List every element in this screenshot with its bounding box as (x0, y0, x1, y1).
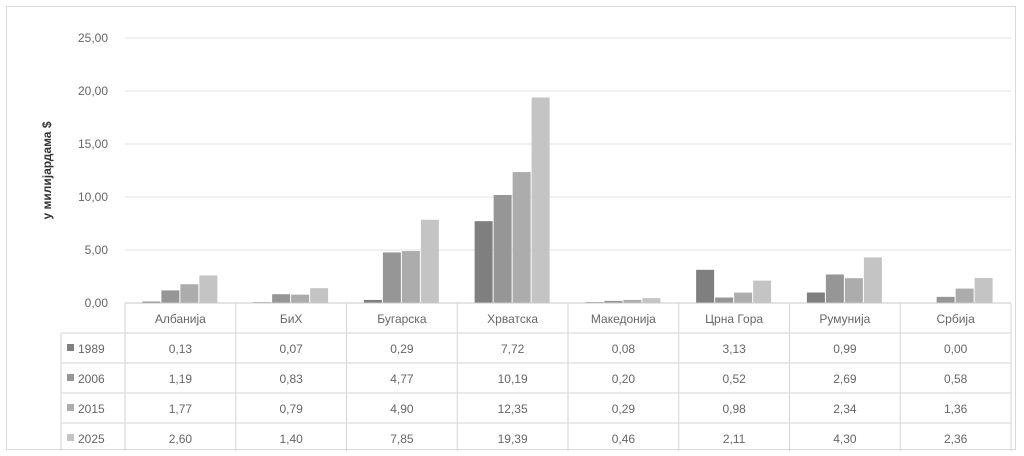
data-table-value: 0,99 (833, 342, 857, 356)
data-table-value: 0,83 (279, 372, 303, 386)
bar (180, 284, 199, 303)
bar (642, 298, 661, 303)
category-label: Хрватска (487, 312, 538, 326)
bar (825, 274, 844, 303)
bar (844, 278, 863, 303)
bar (512, 172, 531, 303)
legend-key (67, 344, 74, 351)
legend-series-name: 2015 (78, 402, 105, 416)
y-tick-label: 5,00 (85, 243, 109, 257)
data-table-value: 2,11 (723, 432, 746, 446)
data-table-value: 7,85 (390, 432, 414, 446)
data-table-value: 0,29 (612, 402, 636, 416)
bar (936, 296, 955, 303)
bar (493, 194, 512, 303)
y-tick-label: 20,00 (78, 84, 108, 98)
data-table-value: 10,19 (498, 372, 528, 386)
data-table-value: 0,79 (279, 402, 303, 416)
bar (955, 288, 974, 303)
category-label: Албанија (155, 312, 206, 326)
bar (734, 292, 753, 303)
bar (363, 299, 382, 303)
data-table-value: 19,39 (498, 432, 528, 446)
legend-series-name: 2025 (78, 432, 105, 446)
y-tick-label: 10,00 (78, 190, 108, 204)
bar (623, 299, 642, 303)
bar-chart: у милијардама $ 25,00 20,00 15,00 10,00 5,00 0… (40, 31, 1012, 451)
data-table-value: 4,90 (390, 402, 414, 416)
bar (696, 269, 715, 303)
bar (310, 288, 329, 303)
y-tick-label: 15,00 (78, 137, 108, 151)
legend-key (67, 404, 74, 411)
y-tick-label: 25,00 (78, 31, 108, 45)
bar (420, 219, 439, 303)
data-table-value: 0,46 (612, 432, 636, 446)
legend-series-name: 1989 (78, 342, 105, 356)
data-table-value: 0,29 (390, 342, 414, 356)
y-axis-label: у милијардама $ (40, 121, 54, 219)
legend-key (67, 374, 74, 381)
data-table-value: 1,19 (169, 372, 193, 386)
data-table-value: 7,72 (501, 342, 525, 356)
data-table-value: 4,77 (390, 372, 414, 386)
bar (863, 257, 882, 303)
chart-frame: у милијардама $ 25,00 20,00 15,00 10,00 5,00 0… (6, 6, 1016, 451)
bar (291, 294, 310, 303)
data-table-value: 1,77 (169, 402, 193, 416)
data-table-value: 0,20 (612, 372, 636, 386)
data-table-value: 0,13 (169, 342, 193, 356)
data-table-value: 2,69 (833, 372, 857, 386)
bar (806, 292, 825, 303)
bar (401, 251, 420, 303)
category-label: Бугарска (377, 312, 427, 326)
data-table-value: 1,40 (279, 432, 303, 446)
category-label: Македонија (591, 312, 656, 326)
bar (715, 297, 734, 303)
data-table-value: 3,13 (722, 342, 746, 356)
category-label: Црна Гора (705, 312, 763, 326)
data-table-value: 2,60 (169, 432, 193, 446)
data-table-value: 2,34 (833, 402, 857, 416)
y-tick-label: 0,00 (85, 296, 109, 310)
data-table-value: 0,00 (944, 342, 968, 356)
bar (974, 277, 993, 303)
data-table-value: 0,58 (944, 372, 968, 386)
data-table-value: 2,36 (944, 432, 968, 446)
data-table-value: 0,52 (722, 372, 746, 386)
bar (531, 97, 550, 303)
bar (382, 252, 401, 303)
data-table-value: 0,08 (612, 342, 636, 356)
data-table-value: 4,30 (833, 432, 857, 446)
bar (142, 301, 161, 303)
bar (604, 300, 623, 303)
category-label: Румунија (819, 312, 870, 326)
legend-key (67, 434, 74, 441)
data-table-value: 1,36 (944, 402, 968, 416)
category-label: БиХ (280, 312, 303, 326)
category-label: Србија (936, 312, 975, 326)
data-table-value: 0,07 (279, 342, 303, 356)
bar (161, 290, 180, 303)
bar (272, 294, 291, 303)
bar (474, 221, 493, 303)
data-table-value: 12,35 (498, 402, 528, 416)
bar (199, 275, 218, 303)
legend-series-name: 2006 (78, 372, 105, 386)
bar (753, 280, 772, 303)
data-table-value: 0,98 (722, 402, 746, 416)
